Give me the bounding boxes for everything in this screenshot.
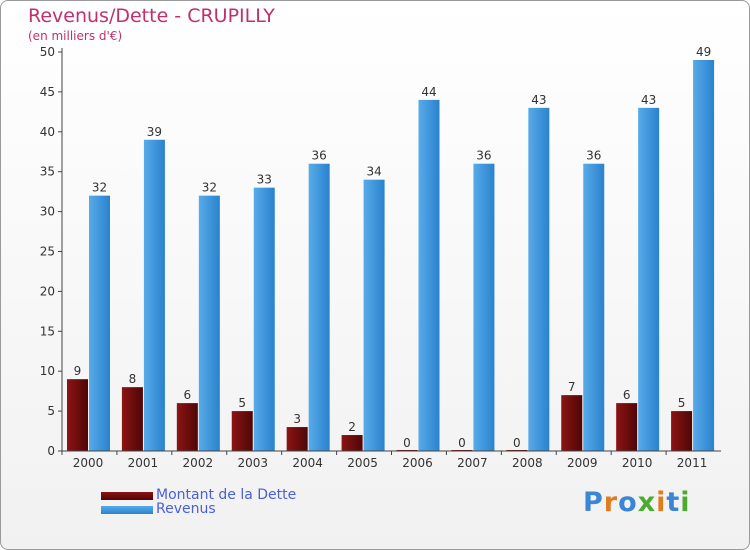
data-label-dette: 6 [623,388,631,402]
y-tick-label: 40 [40,125,55,139]
x-tick-label: 2005 [347,456,378,470]
x-tick-label: 2008 [512,456,543,470]
legend-swatch-revenus [101,506,153,514]
data-label-dette: 6 [184,388,192,402]
data-label-revenus: 32 [92,181,107,195]
bar-revenus [693,59,715,451]
x-tick-label: 2010 [622,456,653,470]
data-label-revenus: 32 [202,181,217,195]
y-tick-label: 50 [40,45,55,59]
x-tick-label: 2000 [73,456,104,470]
y-tick-label: 15 [40,324,55,338]
bar-revenus [89,195,110,451]
bar-revenus [198,195,220,451]
proxiti-logo: Proxiti [583,487,691,518]
y-tick-label: 25 [40,245,55,259]
x-tick-label: 2002 [183,456,214,470]
y-tick-label: 30 [40,205,55,219]
bar-dette [561,395,583,451]
chart-subtitle: (en milliers d'€) [28,29,123,43]
x-tick-label: 2009 [567,456,598,470]
data-label-dette: 7 [568,380,576,394]
data-label-revenus: 39 [147,125,162,139]
x-tick-label: 2007 [457,456,488,470]
bar-dette [176,403,198,451]
logo-letter: i [680,487,691,518]
x-tick-label: 2003 [237,456,268,470]
data-label-dette: 8 [129,372,137,386]
data-label-dette: 3 [293,412,301,426]
data-label-revenus: 49 [696,45,711,59]
bar-dette [121,387,143,451]
chart-title: Revenus/Dette - CRUPILLY [28,5,275,27]
bar-revenus [638,107,660,452]
x-tick-label: 2004 [292,456,323,470]
bar-dette [616,403,638,451]
data-label-dette: 0 [513,436,521,450]
bar-revenus [143,139,165,451]
data-label-dette: 9 [74,364,82,378]
x-tick-label: 2006 [402,456,433,470]
data-label-dette: 0 [403,436,411,450]
data-label-revenus: 34 [366,165,381,179]
data-label-revenus: 44 [421,85,436,99]
legend-label-revenus: Revenus [156,501,216,517]
logo-letter: t [666,487,681,518]
bar-dette [341,435,363,451]
x-tick-label: 2001 [128,456,159,470]
logo-letter: P [583,487,604,518]
bar-revenus [473,163,495,451]
bar-dette [286,427,308,451]
data-label-dette: 5 [238,396,246,410]
bar-revenus [528,107,550,452]
logo-letter: o [618,487,638,518]
data-label-dette: 5 [678,396,686,410]
bar-dette [67,379,88,451]
data-label-revenus: 36 [312,149,327,163]
y-tick-label: 5 [47,404,55,418]
legend-swatch-dette [101,492,153,500]
bar-dette [231,411,253,451]
bar-revenus [418,99,440,451]
bar-revenus [253,187,275,451]
data-label-revenus: 36 [476,149,491,163]
data-label-revenus: 33 [257,173,272,187]
legend-label-dette: Montant de la Dette [156,487,297,503]
logo-letter: i [656,487,667,518]
data-label-revenus: 36 [586,149,601,163]
bar-revenus [363,179,385,451]
y-tick-label: 45 [40,85,55,99]
bar-dette [671,411,693,451]
x-tick-label: 2011 [677,456,708,470]
logo-letter: r [603,487,619,518]
y-tick-label: 0 [47,444,55,458]
y-tick-label: 10 [40,364,55,378]
data-label-dette: 0 [458,436,466,450]
data-label-revenus: 43 [641,93,656,107]
logo-letter: x [637,487,657,518]
data-label-dette: 2 [348,420,356,434]
bar-revenus [583,163,605,451]
bar-revenus [308,163,330,451]
y-tick-label: 35 [40,165,55,179]
y-tick-label: 20 [40,284,55,298]
data-label-revenus: 43 [531,93,546,107]
